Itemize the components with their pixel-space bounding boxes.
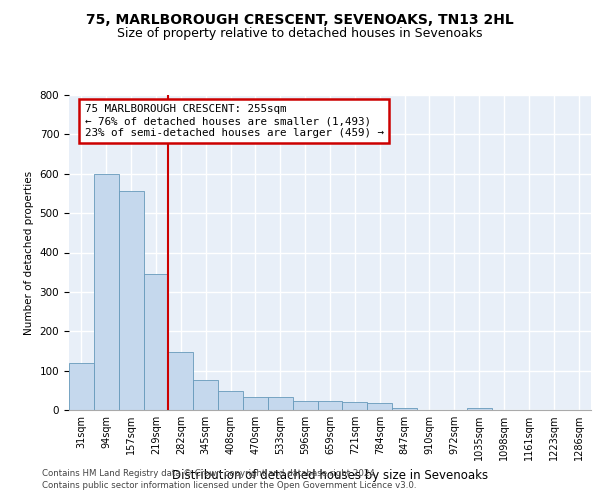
Bar	[467, 408, 491, 410]
Text: Contains HM Land Registry data © Crown copyright and database right 2024.: Contains HM Land Registry data © Crown c…	[42, 468, 377, 477]
Text: Size of property relative to detached houses in Sevenoaks: Size of property relative to detached ho…	[117, 28, 483, 40]
Bar	[367, 403, 392, 410]
Bar	[317, 402, 343, 410]
Text: 75 MARLBOROUGH CRESCENT: 255sqm
← 76% of detached houses are smaller (1,493)
23%: 75 MARLBOROUGH CRESCENT: 255sqm ← 76% of…	[85, 104, 383, 138]
Bar	[143, 274, 169, 410]
Bar	[268, 398, 293, 410]
Bar	[243, 398, 268, 410]
Bar	[218, 392, 243, 410]
Bar	[169, 352, 193, 410]
Bar	[119, 192, 143, 410]
Text: Contains public sector information licensed under the Open Government Licence v3: Contains public sector information licen…	[42, 481, 416, 490]
Bar	[193, 380, 218, 410]
X-axis label: Distribution of detached houses by size in Sevenoaks: Distribution of detached houses by size …	[172, 468, 488, 481]
Text: 75, MARLBOROUGH CRESCENT, SEVENOAKS, TN13 2HL: 75, MARLBOROUGH CRESCENT, SEVENOAKS, TN1…	[86, 12, 514, 26]
Bar	[94, 174, 119, 410]
Bar	[293, 402, 317, 410]
Y-axis label: Number of detached properties: Number of detached properties	[24, 170, 34, 334]
Bar	[343, 402, 367, 410]
Bar	[69, 363, 94, 410]
Bar	[392, 408, 417, 410]
